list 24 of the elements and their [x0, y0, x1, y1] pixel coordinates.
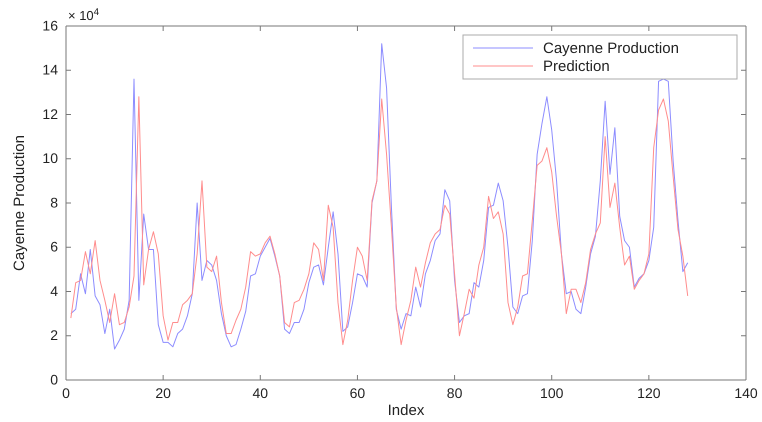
line-series: [70, 43, 688, 350]
y-tick-label: 2: [50, 327, 58, 344]
x-tick-label: 40: [252, 384, 268, 401]
line-series: [70, 96, 688, 346]
x-tick-label: 80: [446, 384, 463, 401]
y-tick-label: 14: [42, 62, 58, 78]
x-tick-label: 100: [540, 384, 564, 401]
text: × 10$^{4}$: [68, 6, 100, 23]
x-axis-title: Index: [388, 402, 425, 419]
x-tick-label: 0: [62, 384, 70, 401]
y-tick-label: 16: [42, 17, 58, 34]
y-tick-label: 6: [50, 238, 58, 255]
x-tick-label: 20: [155, 384, 172, 401]
y-tick-label: 4: [50, 282, 58, 299]
y-tick-label: 10: [42, 150, 58, 166]
y-tick-label: 8: [50, 194, 58, 210]
y-tick-label: 12: [42, 106, 58, 122]
x-tick-label: 60: [350, 384, 366, 401]
y-axis-title: Cayenne Production: [11, 135, 28, 271]
x-tick-label: 120: [637, 384, 661, 401]
legend-label: Cayenne Production: [543, 40, 679, 57]
x-tick-label: 140: [734, 384, 758, 401]
y-tick-label: 0: [50, 371, 58, 388]
legend-label: Prediction: [543, 58, 610, 75]
